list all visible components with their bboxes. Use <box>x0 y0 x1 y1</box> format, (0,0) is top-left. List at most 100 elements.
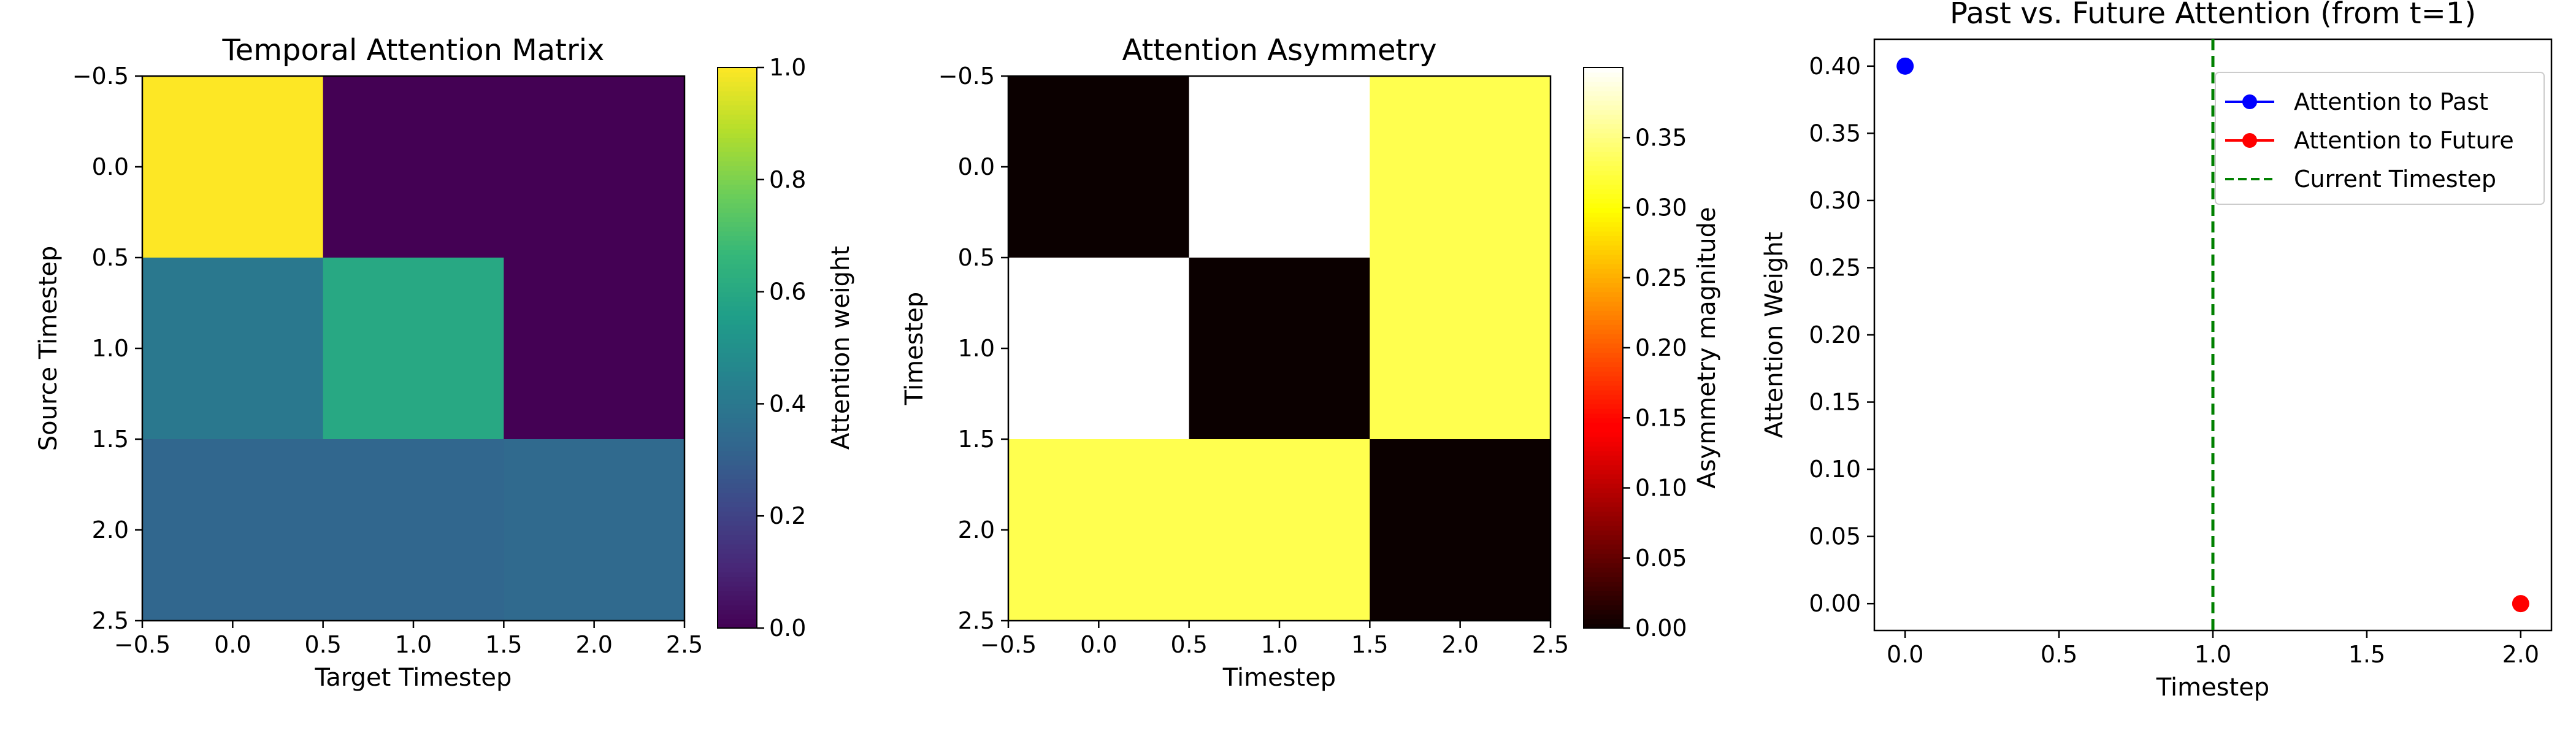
colorbar-band <box>1584 581 1623 587</box>
colorbar-band <box>718 338 757 344</box>
colorbar-band <box>718 142 757 148</box>
colorbar-band <box>1584 600 1623 605</box>
colorbar-band <box>718 483 757 489</box>
colorbar-band <box>1584 506 1623 512</box>
colorbar-band <box>718 473 757 480</box>
colorbar-band <box>1584 291 1623 297</box>
colorbar-band <box>718 609 757 615</box>
colorbar-band <box>1584 338 1623 344</box>
colorbar-band <box>718 361 757 367</box>
colorbar-band <box>1584 310 1623 316</box>
colorbar-band <box>1584 399 1623 405</box>
colorbar-band <box>1584 95 1623 101</box>
colorbar-band <box>718 81 757 87</box>
colorbar-band <box>1584 263 1623 269</box>
colorbar-frame <box>717 67 757 629</box>
colorbar-band <box>718 118 757 125</box>
heatmap-cell <box>323 439 504 621</box>
colorbar-band <box>1584 91 1623 96</box>
x-tick-label: 2.0 <box>575 631 612 658</box>
colorbar-band <box>718 418 757 423</box>
colorbar-band <box>1584 179 1623 185</box>
colorbar-band <box>1584 441 1623 447</box>
colorbar-band <box>1584 497 1623 503</box>
colorbar-band <box>1584 530 1623 535</box>
colorbar-band <box>718 245 757 250</box>
x-tick-label: 0.5 <box>1170 631 1207 658</box>
x-tick-label: 1.5 <box>1351 631 1388 658</box>
colorbar-band <box>1584 543 1623 550</box>
colorbar-band <box>1584 483 1623 489</box>
colorbar-band <box>1584 357 1623 362</box>
heatmap-cell <box>142 439 324 621</box>
colorbar-band <box>718 189 757 194</box>
colorbar-band <box>1584 137 1623 143</box>
colorbar-band <box>718 558 757 564</box>
colorbar-band <box>1584 413 1623 419</box>
colorbar-band <box>1584 282 1623 288</box>
colorbar-band <box>1584 343 1623 348</box>
colorbar-tick-label: 0.20 <box>1635 334 1687 361</box>
colorbar-band <box>1584 478 1623 484</box>
colorbar-band <box>718 151 757 157</box>
x-tick-label: 2.5 <box>666 631 703 658</box>
colorbar-band <box>718 525 757 531</box>
colorbar-band <box>1584 548 1623 554</box>
colorbar-band <box>1584 516 1623 521</box>
colorbar-band <box>718 469 757 475</box>
colorbar-band <box>1584 577 1623 582</box>
colorbar-band <box>1584 254 1623 260</box>
colorbar-band <box>718 577 757 582</box>
colorbar-tick-label: 0.25 <box>1635 264 1687 291</box>
colorbar-label: Attention weight <box>827 246 855 450</box>
x-tick-label: −0.5 <box>980 631 1037 658</box>
legend-entry-current-timestep: Current Timestep <box>2225 166 2496 193</box>
legend-entry-past: Attention to Past <box>2225 88 2488 115</box>
legend-marker-future <box>2242 133 2257 148</box>
colorbar-band <box>718 464 757 470</box>
colorbar-band <box>718 604 757 610</box>
colorbar-band <box>1584 488 1623 493</box>
colorbar-band <box>718 497 757 503</box>
heatmap-cell <box>504 439 685 621</box>
colorbar-band <box>718 161 757 166</box>
colorbar-band <box>718 581 757 587</box>
heatmap-cell <box>323 258 504 440</box>
colorbar-band <box>1584 86 1623 91</box>
colorbar-band <box>1584 389 1623 395</box>
colorbar-band <box>1584 502 1623 507</box>
y-tick-label: −0.5 <box>938 63 995 90</box>
colorbar-band <box>1584 445 1623 451</box>
y-tick-label: 2.5 <box>958 607 995 634</box>
colorbar-band <box>718 277 757 283</box>
colorbar-band <box>718 137 757 143</box>
colorbar-band <box>718 595 757 601</box>
colorbar-band <box>718 282 757 288</box>
colorbar-band <box>1584 170 1623 175</box>
colorbar-band <box>1584 534 1623 540</box>
x-axis-label: Timestep <box>2156 673 2269 702</box>
colorbar-band <box>718 310 757 316</box>
colorbar-band <box>1584 221 1623 227</box>
colorbar-band <box>718 165 757 171</box>
colorbar-band <box>1584 240 1623 246</box>
colorbar-band <box>718 91 757 96</box>
colorbar-band <box>718 156 757 162</box>
colorbar-band <box>718 394 757 400</box>
colorbar-band <box>718 408 757 414</box>
colorbar-band <box>718 553 757 559</box>
colorbar-band <box>1584 231 1623 236</box>
colorbar-band <box>1584 273 1623 278</box>
x-tick-label: 1.0 <box>2195 641 2231 668</box>
temporal-attention-panel: Temporal Attention Matrix Target Timeste… <box>34 33 855 692</box>
colorbar-tick-label: 0.4 <box>769 390 806 417</box>
colorbar-band <box>718 591 757 596</box>
colorbar-band <box>718 357 757 362</box>
colorbar-band <box>1584 207 1623 213</box>
attention-asymmetry-panel: Attention Asymmetry Timestep Timestep As… <box>900 33 1721 692</box>
colorbar-band <box>718 432 757 437</box>
colorbar-band <box>1584 385 1623 391</box>
colorbar-band <box>718 250 757 255</box>
colorbar-band <box>718 422 757 428</box>
